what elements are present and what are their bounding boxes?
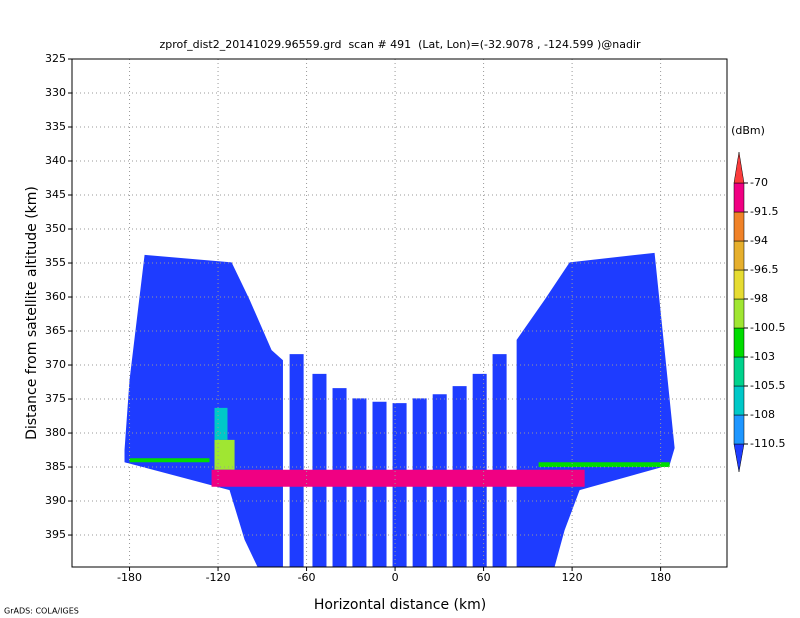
field-region [492, 354, 507, 567]
y-tick-label: 340 [45, 154, 66, 167]
y-tick-label: 350 [45, 222, 66, 235]
y-tick-label: 390 [45, 494, 66, 507]
y-tick-label: 385 [45, 460, 66, 473]
colorbar-label: -110.5 [750, 437, 785, 450]
colorbar-label: -96.5 [750, 263, 778, 276]
y-tick-label: 335 [45, 120, 66, 133]
colorbar-swatch [733, 211, 745, 242]
colorbar-label: -70 [750, 176, 768, 189]
colorbar-label: -100.5 [750, 321, 785, 334]
field-region [289, 354, 304, 567]
colorbar-swatch [733, 414, 745, 445]
colorbar-swatch [733, 182, 745, 213]
field-region [516, 252, 675, 568]
field-region [129, 458, 210, 463]
colorbar-swatch [733, 269, 745, 300]
y-tick-label: 360 [45, 290, 66, 303]
x-tick-label: 120 [562, 571, 583, 584]
x-axis-label: Horizontal distance (km) [314, 597, 486, 613]
colorbar-label: -103 [750, 350, 775, 363]
colorbar-label: -91.5 [750, 205, 778, 218]
colorbar-swatch [733, 356, 745, 387]
y-tick-label: 365 [45, 324, 66, 337]
field-region [214, 407, 228, 440]
field-region [211, 469, 585, 487]
y-axis-label: Distance from satellite altitude (km) [24, 186, 40, 440]
colorbar-swatch [733, 298, 745, 329]
field-region [538, 462, 670, 468]
field-region [124, 254, 283, 568]
colorbar-swatch [733, 151, 745, 184]
x-tick-label: -180 [117, 571, 142, 584]
plot-frame [71, 58, 728, 568]
x-tick-label: -60 [298, 571, 316, 584]
x-tick-label: -120 [206, 571, 231, 584]
y-tick-label: 325 [45, 52, 66, 65]
colorbar-label: -98 [750, 292, 768, 305]
chart-title: zprof_dist2_20141029.96559.grd scan # 49… [159, 38, 641, 51]
footer: GrADS: COLA/IGES [4, 607, 79, 616]
y-tick-label: 380 [45, 426, 66, 439]
field-region [214, 439, 235, 470]
colorbar-swatch [733, 385, 745, 416]
colorbar-swatch [733, 240, 745, 271]
y-tick-label: 370 [45, 358, 66, 371]
colorbar-label: -108 [750, 408, 775, 421]
y-tick-label: 375 [45, 392, 66, 405]
y-tick-label: 330 [45, 86, 66, 99]
x-tick-label: 180 [650, 571, 671, 584]
colorbar-label: -105.5 [750, 379, 785, 392]
colorbar-label: -94 [750, 234, 768, 247]
colorbar-unit: (dBm) [731, 124, 765, 137]
y-tick-label: 355 [45, 256, 66, 269]
x-tick-label: 60 [477, 571, 491, 584]
y-tick-label: 395 [45, 528, 66, 541]
colorbar-swatch [733, 327, 745, 358]
y-tick-label: 345 [45, 188, 66, 201]
colorbar-swatch [733, 443, 745, 473]
x-tick-label: 0 [392, 571, 399, 584]
